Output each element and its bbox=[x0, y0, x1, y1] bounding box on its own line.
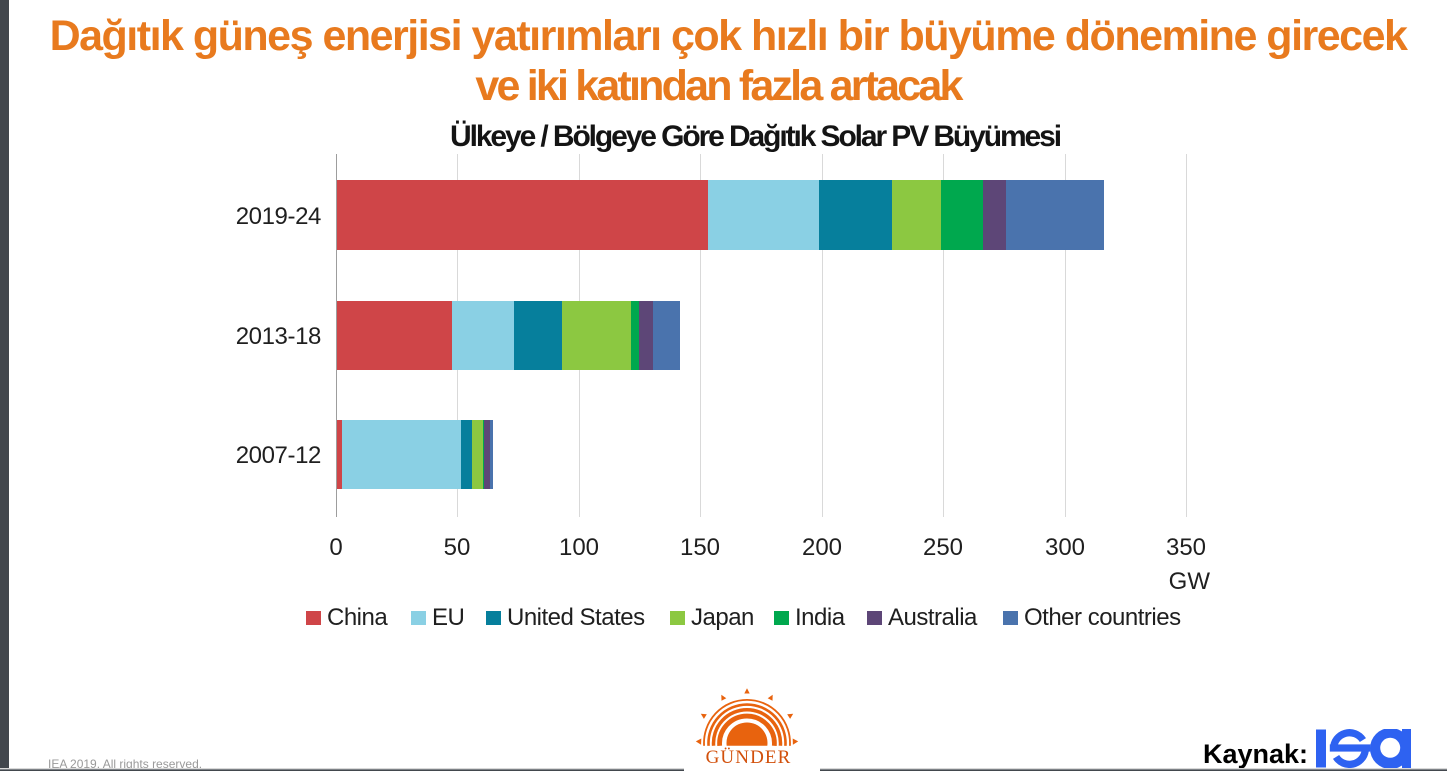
svg-text:GÜNDER: GÜNDER bbox=[706, 747, 792, 768]
